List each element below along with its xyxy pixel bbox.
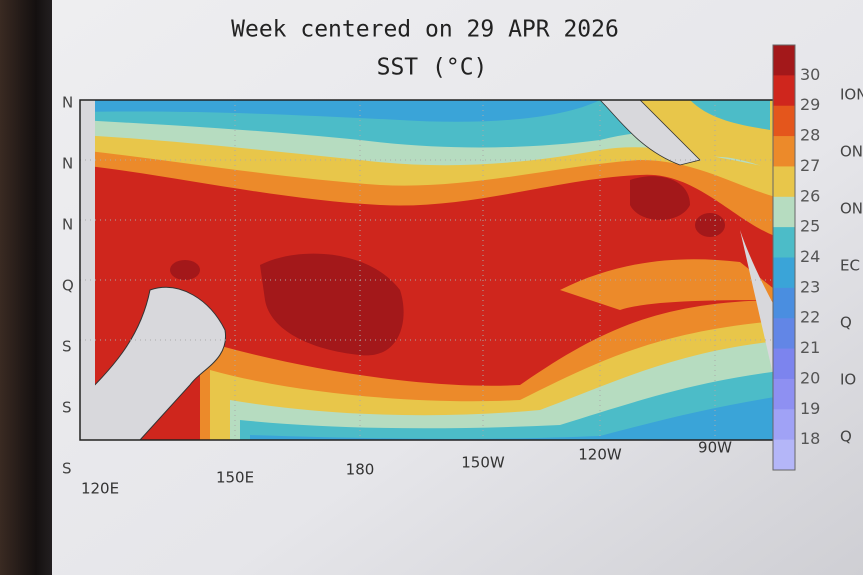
lat-label: S — [62, 460, 72, 478]
lon-label: 180 — [346, 461, 375, 479]
colorbar-label: 21 — [800, 338, 820, 357]
title: Week centered on 29 APR 2026 — [231, 17, 619, 43]
colorbar-label: 20 — [800, 368, 820, 387]
subtitle: SST (°C) — [377, 55, 488, 81]
colorbar-label: 30 — [800, 65, 820, 84]
lon-label: 120E — [81, 480, 119, 498]
side-label: IO — [840, 371, 856, 389]
colorbar-label: 29 — [800, 95, 820, 114]
lon-label: 150W — [461, 454, 505, 472]
lon-label: 90W — [698, 439, 732, 457]
lat-label: S — [62, 399, 72, 417]
monitor-bezel — [0, 0, 60, 575]
lon-labels: 120E 150E 180 150W 120W 90W — [81, 439, 732, 498]
colorbar-swatch — [773, 45, 795, 76]
side-label: EC — [840, 257, 860, 275]
colorbar-label: 28 — [800, 126, 820, 145]
colorbar-swatch — [773, 439, 795, 471]
lat-label: N — [62, 155, 73, 173]
side-label: ON — [840, 143, 863, 161]
lat-label: S — [62, 338, 72, 356]
colorbar-label: 26 — [800, 186, 820, 205]
colorbar-label: 23 — [800, 277, 820, 296]
colorbar-label: 25 — [800, 217, 820, 236]
colorbar-swatch — [773, 196, 795, 228]
colorbar: 30 29 28 27 26 25 24 23 22 21 20 19 18 — [772, 44, 820, 471]
colorbar-swatch — [773, 227, 795, 258]
side-label: Q — [840, 428, 852, 446]
lon-label: 150E — [216, 469, 254, 487]
colorbar-swatch — [773, 136, 795, 167]
lat-label: N — [62, 94, 73, 112]
colorbar-label: 19 — [800, 399, 820, 418]
colorbar-label: 24 — [800, 247, 820, 266]
colorbar-swatch — [773, 348, 795, 380]
colorbar-label: 27 — [800, 156, 820, 175]
side-labels: ION ON ON EC Q IO Q — [840, 86, 863, 446]
colorbar-swatch — [773, 105, 795, 137]
lat-label: N — [62, 216, 73, 234]
colorbar-swatch — [773, 287, 795, 319]
side-label: Q — [840, 314, 852, 332]
side-label: ION — [840, 86, 863, 104]
colorbar-swatch — [773, 257, 795, 289]
colorbar-swatch — [773, 166, 795, 198]
side-label: ON — [840, 200, 863, 218]
sst-map — [80, 100, 788, 440]
colorbar-label: 22 — [800, 308, 820, 327]
colorbar-frame — [772, 44, 796, 471]
colorbar-swatch — [773, 318, 795, 350]
lat-labels: N N N Q S S S — [62, 94, 74, 478]
colorbar-swatch — [773, 378, 795, 410]
colorbar-swatch — [773, 409, 795, 441]
colorbar-label: 18 — [800, 429, 820, 448]
lat-label: Q — [62, 277, 74, 295]
lon-label: 120W — [578, 446, 622, 464]
colorbar-swatch — [773, 75, 795, 107]
